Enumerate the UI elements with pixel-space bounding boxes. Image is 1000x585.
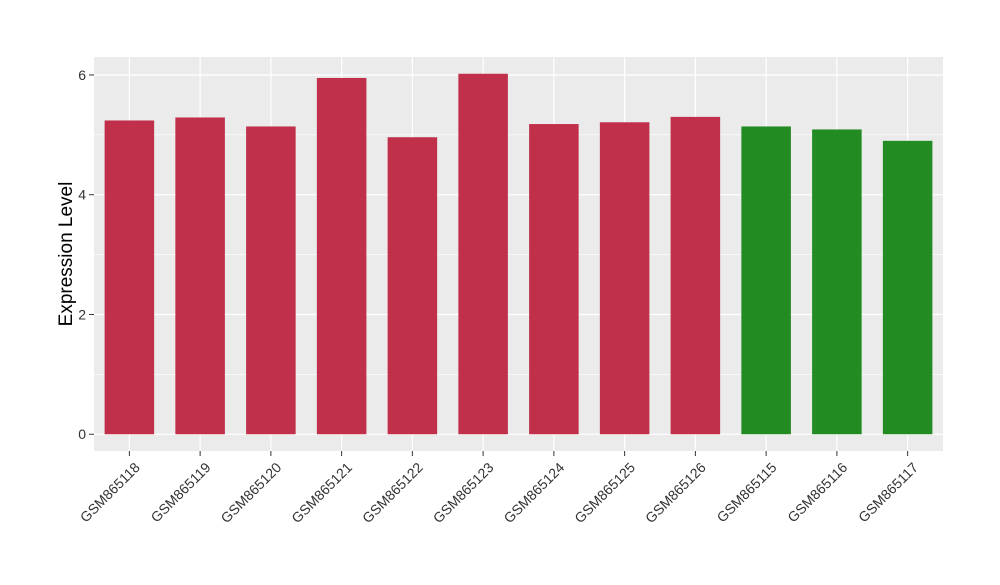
x-tick-label: GSM865120 — [217, 459, 284, 526]
bar-GSM865118 — [104, 120, 155, 435]
panel-background — [94, 57, 943, 451]
bar-GSM865124 — [529, 124, 579, 435]
x-tick-label: GSM865123 — [430, 459, 497, 526]
x-tick-label: GSM865124 — [500, 459, 567, 526]
x-tick-label: GSM865126 — [642, 459, 709, 526]
bar-GSM865123 — [458, 73, 508, 435]
x-tick-label: GSM865116 — [784, 459, 850, 525]
bar-GSM865125 — [599, 122, 650, 435]
bar-GSM865117 — [882, 140, 933, 435]
x-tick-label: GSM865115 — [713, 459, 779, 525]
y-tick-label: 0 — [78, 426, 86, 442]
y-tick-label: 4 — [78, 187, 86, 203]
x-tick-label: GSM865121 — [288, 459, 355, 526]
y-tick-label: 2 — [78, 306, 86, 322]
bar-GSM865122 — [387, 137, 438, 435]
bar-GSM865126 — [670, 116, 721, 435]
x-tick-label: GSM865125 — [571, 459, 638, 526]
y-tick-label: 6 — [78, 67, 86, 83]
x-tick-label: GSM865117 — [855, 459, 921, 525]
bar-GSM865116 — [812, 129, 862, 435]
x-tick-label: GSM865119 — [147, 459, 213, 525]
bar-GSM865120 — [246, 126, 296, 435]
bar-GSM865119 — [175, 117, 225, 435]
bar-GSM865121 — [316, 77, 367, 435]
x-tick-label: GSM865118 — [77, 459, 143, 525]
y-axis: 0 2 4 6 — [78, 67, 94, 442]
x-axis: GSM865118 GSM865119 GSM865120 GSM865121 GSM8… — [77, 451, 921, 526]
y-axis-label: Expression Level — [56, 182, 77, 327]
x-tick-label: GSM865122 — [359, 459, 426, 526]
bar-GSM865115 — [741, 126, 791, 435]
bars — [104, 73, 933, 435]
